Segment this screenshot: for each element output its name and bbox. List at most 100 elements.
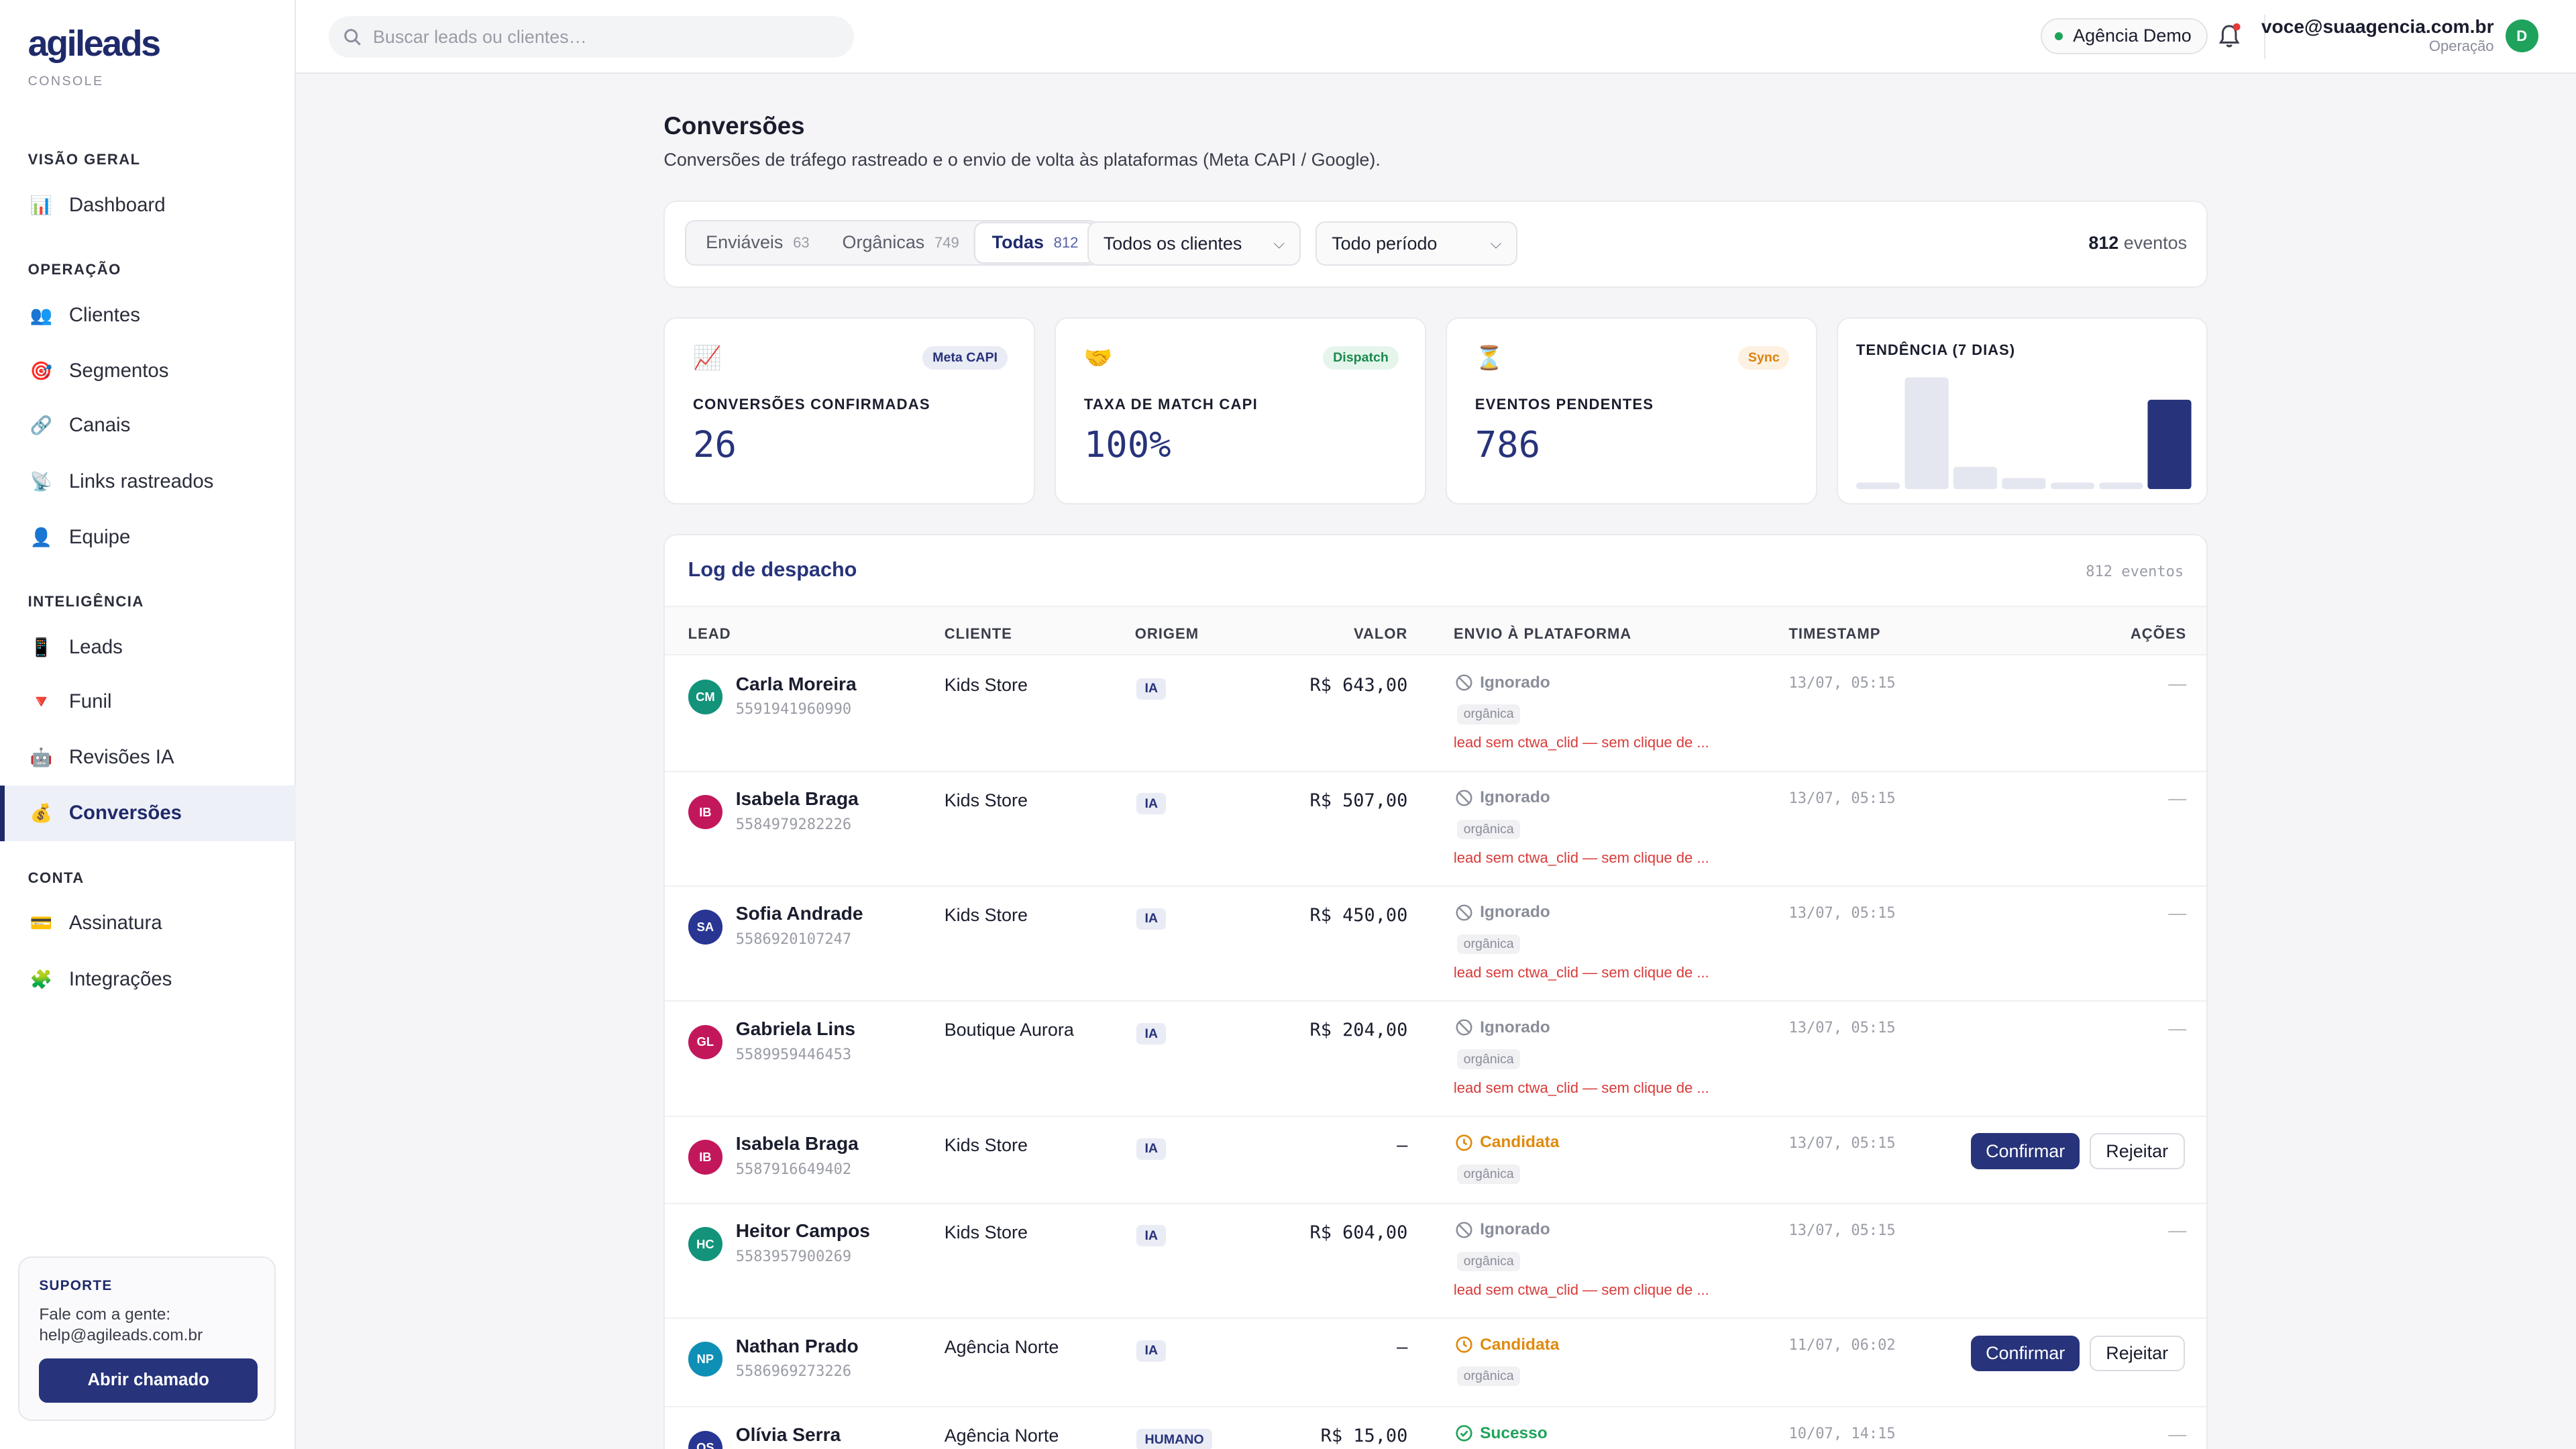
avatar: OS: [688, 1430, 723, 1449]
agency-switcher[interactable]: Agência Demo: [2040, 17, 2208, 54]
sidebar-item-dashboard[interactable]: 📊 Dashboard: [0, 177, 296, 233]
lead-name[interactable]: Isabela Braga: [735, 788, 859, 810]
brand-subtitle: CONSOLE: [28, 74, 104, 89]
sidebar-item-funil[interactable]: 🔻 Funil: [0, 674, 296, 729]
period-select[interactable]: Todo período ⌵: [1316, 221, 1518, 266]
tab-count: 63: [793, 233, 810, 251]
sidebar-item-clientes[interactable]: 👥 Clientes: [0, 288, 296, 343]
conversion-value: R$ 450,00: [1309, 904, 1408, 926]
money-bag-icon: 💰: [30, 803, 52, 824]
search-box[interactable]: [328, 16, 855, 58]
table-row[interactable]: GL Gabriela Lins 5589959446453 Boutique Aur…: [665, 1002, 2207, 1117]
clock-icon: [1456, 1336, 1472, 1353]
bell-icon[interactable]: [2218, 23, 2241, 49]
stat-card-match-rate: 🤝 Dispatch TAXA DE MATCH CAPI 100%: [1055, 317, 1426, 504]
confirm-button[interactable]: Confirmar: [1971, 1133, 2080, 1170]
client-name: Kids Store: [944, 790, 1028, 810]
event-count-number: 812: [2088, 233, 2119, 254]
lead-name[interactable]: Olívia Serra: [735, 1424, 841, 1445]
stat-value: 100%: [1083, 423, 1171, 466]
sidebar-item-label: Integrações: [68, 967, 172, 990]
avatar[interactable]: D: [2505, 19, 2538, 53]
dispatch-status: Candidata: [1455, 1133, 1559, 1152]
sidebar-item-integracoes[interactable]: 🧩 Integrações: [0, 951, 296, 1007]
open-ticket-button[interactable]: Abrir chamado: [39, 1358, 258, 1403]
lead-name[interactable]: Nathan Prado: [735, 1335, 859, 1356]
lead-name[interactable]: Heitor Campos: [735, 1220, 870, 1242]
conversion-value: R$ 204,00: [1309, 1020, 1408, 1041]
table-row[interactable]: IB Isabela Braga 5584979282226 Kids Store IA…: [665, 772, 2207, 887]
tab-count: 812: [1053, 233, 1079, 251]
page-title: Conversões: [663, 111, 805, 140]
table-row[interactable]: OS Olívia Serra Agência Norte HUMANO R$ 15,0…: [665, 1407, 2206, 1449]
tab-enviaveis[interactable]: Enviáveis 63: [690, 223, 826, 263]
timestamp: 13/07, 05:15: [1788, 1020, 1896, 1037]
sidebar-item-label: Revisões IA: [68, 745, 174, 768]
status-label: Ignorado: [1480, 1220, 1550, 1239]
topbar: Agência Demo voce@suaagencia.com.br Oper…: [295, 0, 2576, 74]
client-select[interactable]: Todos os clientes ⌵: [1087, 221, 1301, 266]
conversion-value: R$ 507,00: [1309, 790, 1408, 811]
team-icon: 👤: [30, 527, 52, 547]
sidebar-item-assinatura[interactable]: 💳 Assinatura: [0, 896, 296, 951]
stat-value: 786: [1474, 423, 1541, 466]
support-email: help@agileads.com.br: [39, 1326, 203, 1345]
col-origem: ORIGEM: [1134, 625, 1199, 643]
support-text: Fale com a gente: help@agileads.com.br: [39, 1304, 255, 1347]
sidebar-item-equipe[interactable]: 👤 Equipe: [0, 509, 296, 565]
reject-button[interactable]: Rejeitar: [2089, 1133, 2185, 1170]
trend-card: TENDÊNCIA (7 DIAS): [1836, 317, 2208, 504]
dispatch-status: Ignorado: [1455, 903, 1550, 922]
origin-badge: IA: [1136, 908, 1167, 930]
credit-card-icon: 💳: [30, 913, 52, 934]
sidebar-item-links-rastreados[interactable]: 📡 Links rastreados: [0, 453, 296, 509]
table-row[interactable]: HC Heitor Campos 5583957900269 Kids Store IA…: [665, 1204, 2207, 1320]
lead-name[interactable]: Gabriela Lins: [735, 1018, 856, 1039]
status-badge: Dispatch: [1323, 346, 1399, 370]
lead-name[interactable]: Isabela Braga: [735, 1133, 859, 1155]
agency-name: Agência Demo: [2073, 25, 2192, 46]
sidebar-item-revisoes-ia[interactable]: 🤖 Revisões IA: [0, 729, 296, 785]
sidebar-item-canais[interactable]: 🔗 Canais: [0, 398, 296, 453]
search-input[interactable]: [372, 26, 833, 48]
blocked-icon: [1456, 790, 1472, 806]
table-row[interactable]: IB Isabela Braga 5587916649402 Kids Store IA…: [665, 1117, 2207, 1204]
avatar: SA: [688, 910, 723, 945]
sidebar-item-segmentos[interactable]: 🎯 Segmentos: [0, 343, 296, 399]
sidebar-item-conversoes[interactable]: 💰 Conversões: [0, 785, 296, 841]
trend-bar: [1904, 377, 1949, 490]
table-row[interactable]: CM Carla Moreira 5591941960990 Kids Store IA…: [665, 657, 2207, 772]
robot-icon: 🤖: [30, 747, 52, 767]
tab-organicas[interactable]: Orgânicas 749: [826, 223, 975, 263]
lead-phone: 5584979282226: [735, 816, 852, 833]
trend-label: TENDÊNCIA (7 DIAS): [1856, 341, 2016, 358]
lead-name[interactable]: Carla Moreira: [735, 673, 857, 694]
phone-icon: 📱: [30, 637, 52, 657]
tab-label: Enviáveis: [706, 232, 784, 253]
status-label: Ignorado: [1480, 788, 1550, 807]
reject-button[interactable]: Rejeitar: [2089, 1335, 2185, 1372]
no-action: —: [2168, 1424, 2187, 1444]
brand-logo[interactable]: agileads: [28, 23, 161, 64]
status-reason: lead sem ctwa_clid — sem clique de ...: [1453, 1281, 1709, 1298]
sidebar-item-label: Leads: [68, 635, 123, 658]
lead-name[interactable]: Sofia Andrade: [735, 903, 863, 924]
timestamp: 11/07, 06:02: [1788, 1337, 1896, 1354]
status-reason: lead sem ctwa_clid — sem clique de ...: [1453, 849, 1709, 866]
no-action: —: [2168, 788, 2187, 809]
tab-todas[interactable]: Todas 812: [975, 223, 1095, 263]
sidebar-item-label: Dashboard: [68, 194, 166, 217]
target-icon: 🎯: [30, 361, 52, 382]
blocked-icon: [1456, 904, 1472, 921]
sidebar-item-label: Canais: [68, 414, 131, 437]
conversion-type-tabs: Enviáveis 63 Orgânicas 749 Todas 812: [684, 219, 1099, 266]
user-email[interactable]: voce@suaagencia.com.br: [2261, 16, 2494, 38]
sidebar-item-leads[interactable]: 📱 Leads: [0, 619, 296, 675]
table-row[interactable]: NP Nathan Prado 5586969273226 Agência Norte…: [665, 1319, 2207, 1408]
timestamp: 13/07, 05:15: [1788, 675, 1896, 692]
table-row[interactable]: SA Sofia Andrade 5586920107247 Kids Store IA…: [665, 887, 2207, 1002]
trend-bar: [1856, 482, 1900, 490]
status-tag: orgânica: [1456, 819, 1521, 839]
confirm-button[interactable]: Confirmar: [1971, 1335, 2080, 1372]
